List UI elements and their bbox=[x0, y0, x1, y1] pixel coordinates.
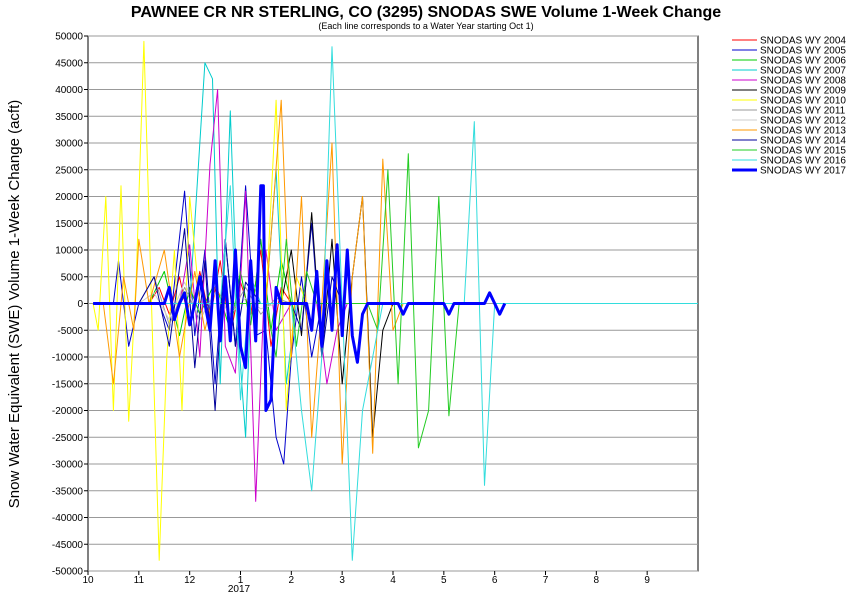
x-tick-label: 12 bbox=[184, 575, 196, 586]
y-tick-label: 45000 bbox=[55, 58, 83, 69]
y-tick-label: 15000 bbox=[55, 219, 83, 230]
x-tick-label: 8 bbox=[594, 575, 600, 586]
y-tick-label: -45000 bbox=[52, 540, 84, 551]
y-tick-label: -15000 bbox=[52, 379, 84, 390]
x-tick-label: 2 bbox=[289, 575, 295, 586]
x-tick-label: 3 bbox=[339, 575, 345, 586]
x-year-label: 2017 bbox=[228, 584, 251, 595]
chart-subtitle: (Each line corresponds to a Water Year s… bbox=[318, 21, 533, 31]
x-tick-label: 5 bbox=[441, 575, 447, 586]
y-axis-label: Snow Water Equivalent (SWE) Volume 1-Wee… bbox=[6, 100, 23, 509]
x-tick-label: 6 bbox=[492, 575, 498, 586]
y-tick-label: 5000 bbox=[61, 272, 84, 283]
y-tick-label: -35000 bbox=[52, 486, 84, 497]
x-tick-label: 7 bbox=[543, 575, 549, 586]
y-tick-label: 30000 bbox=[55, 139, 83, 150]
y-tick-label: -40000 bbox=[52, 513, 84, 524]
y-tick-label: -20000 bbox=[52, 406, 84, 417]
y-tick-label: 10000 bbox=[55, 246, 83, 257]
y-tick-label: 40000 bbox=[55, 85, 83, 96]
y-tick-label: 20000 bbox=[55, 192, 83, 203]
y-tick-label: -5000 bbox=[57, 326, 83, 337]
y-tick-label: -10000 bbox=[52, 353, 84, 364]
y-tick-label: 25000 bbox=[55, 165, 83, 176]
x-tick-label: 10 bbox=[82, 575, 94, 586]
y-tick-label: -25000 bbox=[52, 433, 84, 444]
legend-label: SNODAS WY 2017 bbox=[760, 166, 846, 177]
y-tick-label: -50000 bbox=[52, 567, 84, 578]
y-tick-label: 35000 bbox=[55, 112, 83, 123]
y-tick-label: 50000 bbox=[55, 32, 83, 43]
x-tick-label: 4 bbox=[390, 575, 396, 586]
x-tick-label: 11 bbox=[134, 575, 145, 586]
chart-title: PAWNEE CR NR STERLING, CO (3295) SNODAS … bbox=[131, 4, 721, 21]
y-tick-label: 0 bbox=[77, 299, 83, 310]
x-tick-label: 9 bbox=[644, 575, 650, 586]
y-tick-label: -30000 bbox=[52, 460, 84, 471]
